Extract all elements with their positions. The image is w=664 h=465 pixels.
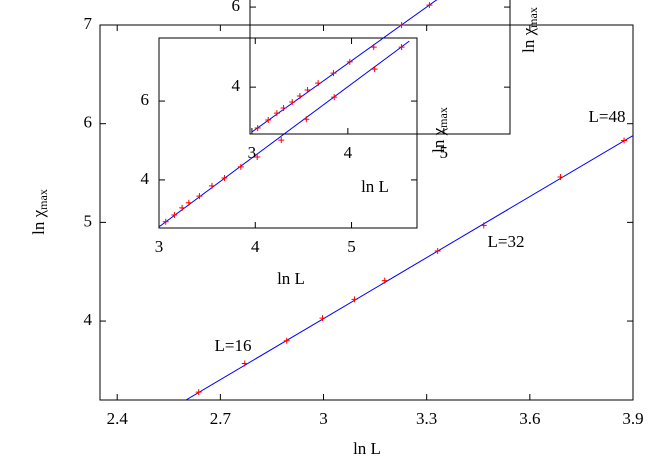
y-tick-label: 6 [84, 113, 93, 132]
data-point [398, 22, 405, 29]
data-point [208, 182, 215, 189]
fit-line [185, 135, 633, 400]
data-point [195, 389, 202, 396]
data-point [162, 218, 169, 225]
data-point [254, 124, 261, 131]
data-point [370, 44, 377, 51]
data-point [398, 44, 405, 51]
data-point [196, 193, 203, 200]
fit-line [251, 0, 438, 133]
x-tick-label: 3.3 [416, 409, 437, 428]
data-point [480, 222, 487, 229]
data-point [434, 247, 441, 254]
x-axis-label: ln L [277, 269, 305, 288]
annotation: L=48 [589, 107, 626, 126]
y-axis-label-main: ln χ [29, 209, 48, 234]
data-point [254, 154, 261, 161]
y-tick-label: 4 [84, 310, 93, 329]
x-tick-label: 3 [248, 143, 257, 162]
x-tick-label: 4 [344, 143, 353, 162]
data-point [265, 116, 272, 123]
y-axis-label-main: ln χ [519, 27, 538, 52]
y-tick-label: 5 [84, 211, 93, 230]
plot-frame [158, 37, 418, 229]
data-point [557, 173, 564, 180]
x-tick-label: 3 [319, 409, 328, 428]
annotation: L=16 [215, 336, 252, 355]
x-tick-label: 2.7 [210, 409, 232, 428]
x-tick-label: 2.4 [107, 409, 129, 428]
data-point [185, 199, 192, 206]
x-axis-label: ln L [361, 177, 389, 196]
x-tick-label: 3.9 [622, 409, 643, 428]
data-point [371, 66, 378, 73]
data-point [330, 70, 337, 77]
y-tick-label: 4 [232, 76, 241, 95]
y-axis-label-sub: max [526, 7, 540, 28]
data-point [381, 277, 388, 284]
data-point [346, 58, 353, 65]
x-axis-label: ln L [353, 439, 381, 458]
y-axis-label: ln χmax [29, 189, 50, 235]
y-tick-label: 6 [141, 90, 150, 109]
data-point [303, 116, 310, 123]
x-tick-label: 5 [440, 143, 449, 162]
data-point [319, 315, 326, 322]
data-point [304, 86, 311, 93]
plot-frame [249, 0, 511, 135]
data-point [171, 211, 178, 218]
data-point [280, 104, 287, 111]
data-point [621, 137, 628, 144]
data-point [296, 92, 303, 99]
y-tick-label: 7 [84, 14, 93, 33]
data-point [351, 296, 358, 303]
x-tick-label: 3.6 [519, 409, 540, 428]
data-point [426, 2, 433, 9]
data-point [237, 163, 244, 170]
annotation: L=32 [488, 232, 525, 251]
data-point [278, 137, 285, 144]
y-axis-label: ln χmax [519, 7, 540, 53]
data-point [241, 360, 248, 367]
x-tick-label: 4 [251, 237, 260, 256]
data-point [289, 98, 296, 105]
data-point [179, 204, 186, 211]
y-tick-label: 4 [141, 169, 150, 188]
data-point [273, 110, 280, 117]
plot-area [185, 135, 633, 400]
x-tick-label: 5 [347, 237, 356, 256]
y-axis-label-sub: max [36, 189, 50, 210]
plot-frame [99, 24, 634, 401]
y-tick-label: 6 [232, 0, 241, 15]
y-axis-label-sub: max [436, 107, 450, 128]
data-point [283, 337, 290, 344]
data-point [331, 94, 338, 101]
plot-area [251, 0, 438, 133]
data-point [315, 80, 322, 87]
data-point [221, 174, 228, 181]
x-tick-label: 3 [155, 237, 164, 256]
